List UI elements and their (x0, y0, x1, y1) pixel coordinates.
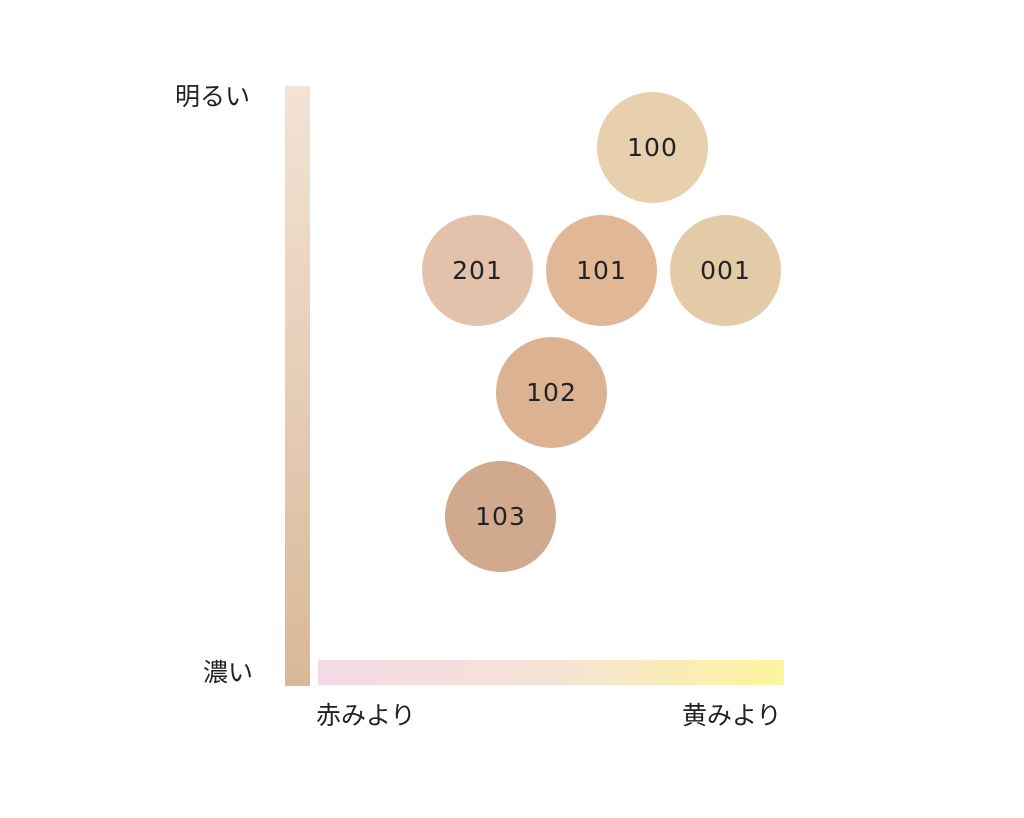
label-yellowish: 黄みより (682, 701, 782, 730)
shade-swatch-101: 101 (546, 215, 657, 326)
shade-code: 001 (700, 256, 751, 285)
shade-code: 101 (576, 256, 627, 285)
shade-swatch-201: 201 (422, 215, 533, 326)
label-reddish: 赤みより (316, 701, 416, 730)
shade-swatch-102: 102 (496, 337, 607, 448)
shade-swatch-001: 001 (670, 215, 781, 326)
shade-code: 102 (526, 378, 577, 407)
shade-swatch-100: 100 (597, 92, 708, 203)
lightness-gradient-bar (285, 86, 310, 686)
label-bright: 明るい (175, 82, 251, 111)
undertone-gradient-bar (318, 660, 784, 685)
shade-swatch-103: 103 (445, 461, 556, 572)
shade-code: 201 (452, 256, 503, 285)
label-dark: 濃い (203, 658, 254, 687)
shade-code: 103 (475, 502, 526, 531)
shade-code: 100 (627, 133, 678, 162)
